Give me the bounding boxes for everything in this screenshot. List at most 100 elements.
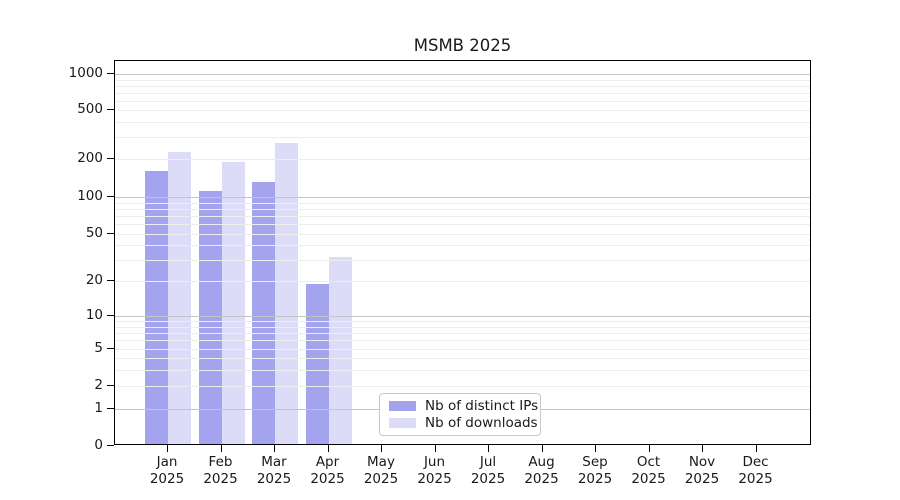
gridline-minor	[115, 100, 810, 102]
y-tick-mark	[107, 196, 114, 197]
x-tick-mark	[488, 445, 489, 452]
y-tick-mark	[107, 158, 114, 159]
gridline-minor	[115, 110, 810, 111]
gridline-minor	[115, 386, 810, 387]
legend: Nb of distinct IPs Nb of downloads	[379, 393, 541, 436]
gridline-minor	[115, 340, 810, 342]
month-name: Apr	[315, 454, 340, 470]
gridline-minor	[115, 85, 810, 87]
y-tick-mark	[107, 385, 114, 386]
month-name: May	[367, 454, 395, 470]
y-tick-label: 2	[94, 377, 103, 393]
x-tick-label-jun: Jun 2025	[403, 454, 467, 488]
x-tick-label-jul: Jul 2025	[456, 454, 520, 488]
x-tick-label-jan: Jan 2025	[135, 454, 199, 488]
month-name: Jul	[479, 454, 497, 470]
bar-downloads-apr	[328, 256, 352, 444]
month-year: 2025	[149, 471, 185, 487]
month-year: 2025	[524, 471, 559, 487]
gridline-minor	[115, 92, 810, 94]
month-name: Sep	[582, 454, 608, 470]
gridline-minor	[115, 358, 810, 359]
x-tick-label-may: May 2025	[349, 454, 413, 488]
legend-label-downloads: Nb of downloads	[425, 415, 538, 432]
gridline-minor	[115, 321, 810, 322]
gridline-minor	[115, 245, 810, 247]
y-tick-label: 10	[85, 307, 103, 323]
gridline-major	[115, 316, 810, 317]
bar-downloads-feb	[221, 162, 245, 444]
y-tick-label: 50	[85, 225, 103, 241]
x-tick-label-dec: Dec 2025	[724, 454, 788, 488]
month-name: Oct	[636, 454, 661, 470]
gridline-minor	[115, 349, 810, 350]
gridline-major	[115, 74, 810, 75]
y-tick-mark	[107, 73, 114, 74]
x-tick-mark	[702, 445, 703, 452]
legend-swatch-distinct-ips	[389, 400, 416, 411]
month-year: 2025	[684, 471, 720, 487]
month-year: 2025	[631, 471, 666, 487]
month-year: 2025	[470, 471, 506, 487]
y-tick-mark	[107, 408, 114, 409]
gridline-minor	[115, 333, 810, 334]
month-name: Jan	[156, 454, 178, 470]
x-tick-mark	[327, 445, 329, 452]
month-name: Dec	[742, 454, 769, 470]
legend-swatch-downloads	[389, 418, 416, 429]
chart-title: MSMB 2025	[413, 36, 512, 55]
bar-distinct-ips-jan	[145, 171, 168, 444]
gridline-minor	[115, 326, 810, 328]
x-tick-mark	[595, 445, 596, 452]
y-tick-label: 20	[85, 272, 103, 288]
month-year: 2025	[577, 471, 613, 487]
x-tick-mark	[167, 445, 168, 452]
x-tick-label-sep: Sep 2025	[563, 454, 627, 488]
legend-item-distinct-ips: Nb of distinct IPs	[389, 398, 538, 414]
month-name: Feb	[208, 454, 233, 470]
month-year: 2025	[203, 471, 238, 487]
y-tick-mark	[107, 109, 114, 110]
month-year: 2025	[417, 471, 452, 487]
x-tick-mark	[648, 445, 650, 452]
gridline-minor	[115, 79, 810, 81]
month-year: 2025	[363, 471, 399, 487]
bar-distinct-ips-feb	[198, 190, 222, 444]
y-tick-label: 5	[94, 340, 103, 356]
bar-downloads-jan	[168, 151, 191, 444]
x-tick-mark	[274, 445, 275, 452]
x-tick-label-apr: Apr 2025	[296, 454, 360, 488]
x-tick-label-mar: Mar 2025	[242, 454, 306, 488]
y-tick-label: 1	[94, 400, 103, 416]
gridline-minor	[115, 224, 810, 226]
plot-area	[114, 60, 811, 445]
x-tick-label-aug: Aug 2025	[510, 454, 574, 488]
gridline-minor	[115, 216, 810, 217]
month-name: Nov	[688, 454, 716, 470]
y-tick-label: 500	[77, 101, 103, 117]
y-tick-label: 200	[77, 150, 103, 166]
y-tick-label: 100	[77, 188, 103, 204]
bar-downloads-mar	[275, 143, 298, 444]
y-tick-mark	[107, 348, 114, 349]
x-tick-mark	[434, 445, 436, 452]
month-year: 2025	[256, 471, 292, 487]
month-year: 2025	[738, 471, 773, 487]
gridline-minor	[115, 281, 810, 282]
gridline-minor	[115, 159, 810, 160]
y-tick-mark	[107, 445, 114, 446]
x-tick-label-nov: Nov 2025	[670, 454, 734, 488]
y-tick-label: 1000	[68, 65, 103, 81]
y-tick-mark	[107, 280, 114, 281]
x-tick-mark	[541, 445, 543, 452]
x-tick-mark	[220, 445, 222, 452]
month-year: 2025	[310, 471, 345, 487]
legend-label-distinct-ips: Nb of distinct IPs	[425, 397, 539, 414]
x-tick-mark	[381, 445, 382, 452]
gridline-minor	[115, 208, 810, 210]
month-name: Jun	[423, 454, 446, 470]
y-tick-label: 0	[94, 437, 103, 453]
gridline-minor	[115, 137, 810, 139]
bar-distinct-ips-mar	[252, 181, 275, 444]
